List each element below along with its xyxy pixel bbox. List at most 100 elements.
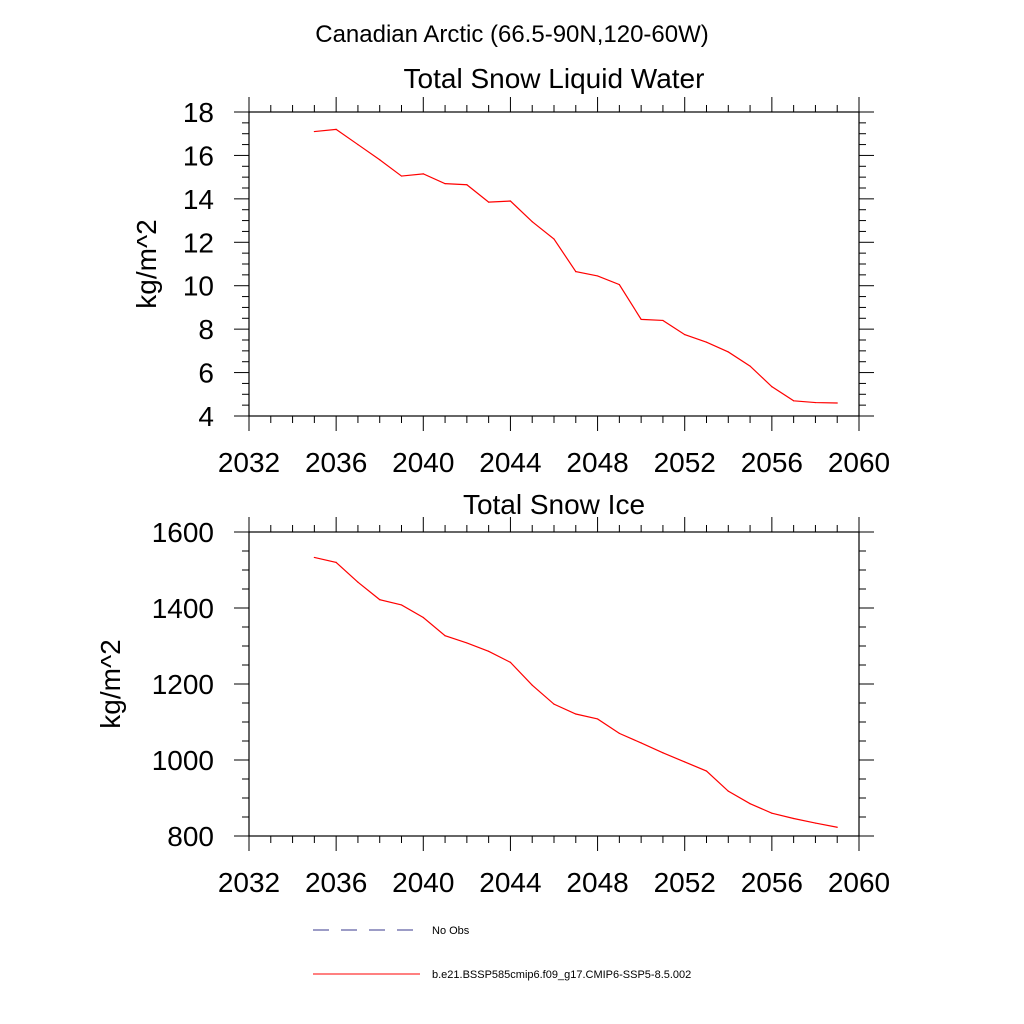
data-point (400, 175, 403, 177)
y-axis-label-snow-ice: kg/m^2 (95, 639, 126, 728)
data-point (771, 386, 773, 388)
page-title: Canadian Arctic (66.5-90N,120-60W) (315, 21, 709, 48)
x-tick-label: 2036 (305, 867, 367, 898)
data-point (596, 275, 599, 277)
series-group-snow-liquid-water (313, 128, 838, 404)
x-tick-label: 2048 (566, 867, 628, 898)
data-point (684, 761, 686, 763)
data-point (313, 130, 315, 133)
data-point (379, 599, 381, 601)
data-point (531, 221, 533, 223)
x-tick-label: 2032 (218, 867, 280, 898)
data-point (531, 684, 533, 686)
series-line-snow-ice (314, 556, 838, 828)
data-point (814, 822, 817, 824)
x-tick-labels-snow-ice: 2032 2036 2040 2044 2048 2052 2056 2060 (218, 867, 890, 898)
data-point (618, 284, 620, 286)
panel-snow-liquid-water: Total Snow Liquid Water 2032 2036 2040 2044… (131, 63, 890, 478)
x-tick-labels-snow-liquid-water: 2032 2036 2040 2044 2048 2052 2056 2060 (218, 447, 890, 478)
data-point (662, 752, 664, 754)
y-axis-label-snow-liquid-water: kg/m^2 (131, 219, 162, 308)
data-point (509, 200, 512, 202)
x-tick-label: 2060 (828, 867, 890, 898)
data-point (793, 400, 795, 402)
x-tick-label: 2040 (392, 447, 454, 478)
data-point (422, 173, 424, 175)
y-tick-label: 6 (198, 358, 214, 389)
x-tick-label: 2060 (828, 447, 890, 478)
y-tick-label: 1400 (152, 593, 214, 624)
data-point (662, 319, 664, 322)
y-tick-label: 14 (183, 184, 214, 215)
ticks-snow-liquid-water (234, 97, 874, 431)
data-point (705, 341, 708, 343)
series-line-snow-liquid-water (314, 128, 838, 404)
plot-frame-snow-ice (248, 531, 860, 837)
data-point (509, 661, 512, 663)
data-point (749, 365, 751, 367)
data-point (444, 183, 446, 185)
data-point (596, 718, 599, 720)
y-tick-label: 1200 (152, 669, 214, 700)
data-point (553, 703, 555, 705)
x-tick-label: 2056 (741, 447, 803, 478)
data-point (814, 401, 817, 404)
data-point (575, 271, 577, 273)
data-point (749, 803, 751, 805)
x-tick-label: 2052 (654, 447, 716, 478)
panel-snow-ice: Total Snow Ice 2032 2036 2040 2044 2048 2052 2… (95, 489, 890, 898)
data-point (488, 650, 490, 652)
x-tick-label: 2048 (566, 447, 628, 478)
data-point (618, 732, 620, 735)
data-point (466, 642, 468, 644)
y-tick-labels-snow-ice: 800 1000 1200 1400 1600 (152, 517, 214, 852)
ticks-snow-ice (234, 517, 874, 851)
data-point (640, 318, 642, 320)
data-point (836, 826, 838, 828)
legend: No Obs b.e21.BSSP585cmip6.f09_g17.CMIP6-… (313, 925, 691, 981)
y-tick-label: 4 (198, 401, 214, 432)
data-point (488, 201, 490, 203)
x-tick-label: 2052 (654, 867, 716, 898)
data-point (335, 561, 337, 564)
data-point (684, 333, 686, 336)
data-point (335, 128, 337, 130)
data-point (422, 616, 424, 619)
data-point (640, 742, 642, 744)
data-point (357, 143, 359, 146)
data-point (313, 556, 315, 559)
data-point (771, 812, 773, 814)
x-tick-label: 2056 (741, 867, 803, 898)
y-tick-label: 1600 (152, 517, 214, 548)
y-tick-label: 1000 (152, 745, 214, 776)
series-group-snow-ice (313, 556, 838, 828)
legend-label-no-obs: No Obs (432, 925, 470, 937)
x-tick-label: 2040 (392, 867, 454, 898)
data-point (400, 604, 403, 606)
y-tick-label: 16 (183, 140, 214, 171)
data-point (553, 238, 555, 240)
panel-title-snow-ice: Total Snow Ice (463, 489, 645, 520)
x-tick-label: 2032 (218, 447, 280, 478)
x-tick-label: 2044 (479, 447, 541, 478)
data-point (379, 159, 381, 161)
y-tick-label: 18 (183, 97, 214, 128)
data-point (836, 402, 838, 404)
y-tick-labels-snow-liquid-water: 4 6 8 10 12 14 16 18 (183, 97, 214, 432)
plot-frame-snow-liquid-water (248, 111, 860, 417)
panel-title-snow-liquid-water: Total Snow Liquid Water (404, 63, 705, 94)
y-tick-label: 8 (198, 314, 214, 345)
data-point (727, 351, 729, 353)
data-point (575, 713, 577, 715)
data-point (793, 817, 795, 820)
legend-label-model: b.e21.BSSP585cmip6.f09_g17.CMIP6-SSP5-8.… (432, 969, 691, 981)
data-point (466, 184, 468, 186)
data-point (357, 581, 359, 583)
y-tick-label: 12 (183, 227, 214, 258)
y-tick-label: 800 (167, 821, 214, 852)
x-tick-label: 2044 (479, 867, 541, 898)
data-point (444, 635, 446, 637)
y-tick-label: 10 (183, 271, 214, 302)
data-point (727, 790, 729, 792)
